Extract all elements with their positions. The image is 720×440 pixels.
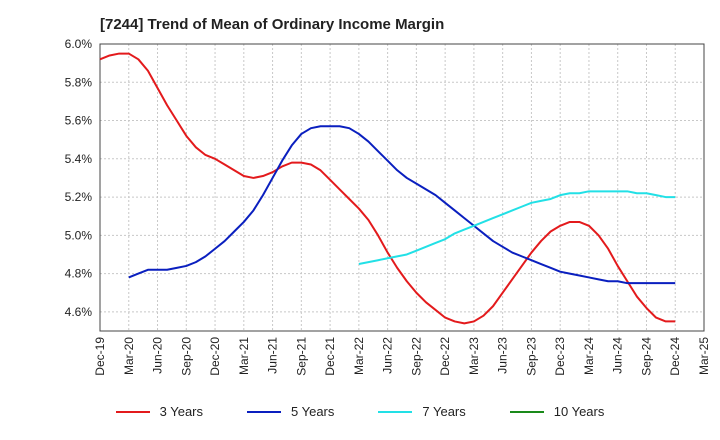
x-tick-label: Sep-23 (524, 337, 538, 376)
y-tick-label: 5.0% (65, 228, 93, 242)
legend-label: 5 Years (291, 404, 335, 419)
series-line-7-years (358, 190, 676, 266)
x-tick-label: Dec-21 (323, 337, 337, 376)
legend-label: 7 Years (422, 404, 466, 419)
x-tick-label: Mar-20 (122, 337, 136, 375)
x-tick-label: Jun-23 (496, 337, 510, 374)
x-tick-label: Mar-24 (582, 337, 596, 375)
legend-item: 5 Years (247, 404, 334, 419)
x-tick-label: Sep-22 (409, 337, 423, 376)
x-tick-label: Dec-20 (208, 337, 222, 376)
y-tick-label: 6.0% (65, 37, 93, 51)
plot-frame (99, 43, 705, 332)
y-tick-label: 4.8% (65, 267, 93, 281)
x-tick-label: Mar-25 (697, 337, 711, 375)
legend-swatch (115, 410, 150, 413)
x-tick-label: Mar-23 (467, 337, 481, 375)
series-line-3-years (99, 52, 676, 325)
x-tick-label: Mar-21 (237, 337, 251, 375)
x-tick-label: Dec-22 (438, 337, 452, 376)
legend-item: 7 Years (378, 404, 466, 419)
legend-swatch (509, 410, 544, 413)
y-tick-label: 5.4% (65, 152, 93, 166)
y-tick-label: 4.6% (65, 305, 93, 319)
x-tick-label: Dec-23 (553, 337, 567, 376)
x-tick-label: Jun-22 (381, 337, 395, 374)
legend-swatch (247, 410, 281, 413)
legend-label: 3 Years (159, 404, 203, 419)
chart-legend: 3 Years 5 Years 7 Years 10 Years (0, 404, 720, 419)
x-tick-label: Jun-21 (266, 337, 280, 374)
x-tick-label: Sep-24 (639, 337, 653, 376)
chart-title: [7244] Trend of Mean of Ordinary Income … (100, 16, 445, 33)
x-tick-label: Mar-22 (352, 337, 366, 375)
x-tick-label: Sep-21 (294, 337, 308, 376)
y-tick-label: 5.2% (65, 190, 93, 204)
x-tick-label: Sep-20 (179, 337, 193, 376)
plot-area (100, 44, 704, 331)
y-tick-label: 5.8% (65, 75, 93, 89)
series-line-5-years (128, 125, 676, 285)
x-tick-label: Jun-24 (611, 337, 625, 374)
y-tick-label: 5.6% (65, 114, 93, 128)
legend-swatch (378, 410, 413, 413)
legend-item: 10 Years (509, 404, 605, 419)
legend-item: 3 Years (115, 404, 203, 419)
x-tick-label: Jun-20 (151, 337, 165, 374)
legend-label: 10 Years (553, 404, 605, 419)
x-tick-label: Dec-24 (668, 337, 682, 376)
x-tick-label: Dec-19 (93, 337, 107, 376)
